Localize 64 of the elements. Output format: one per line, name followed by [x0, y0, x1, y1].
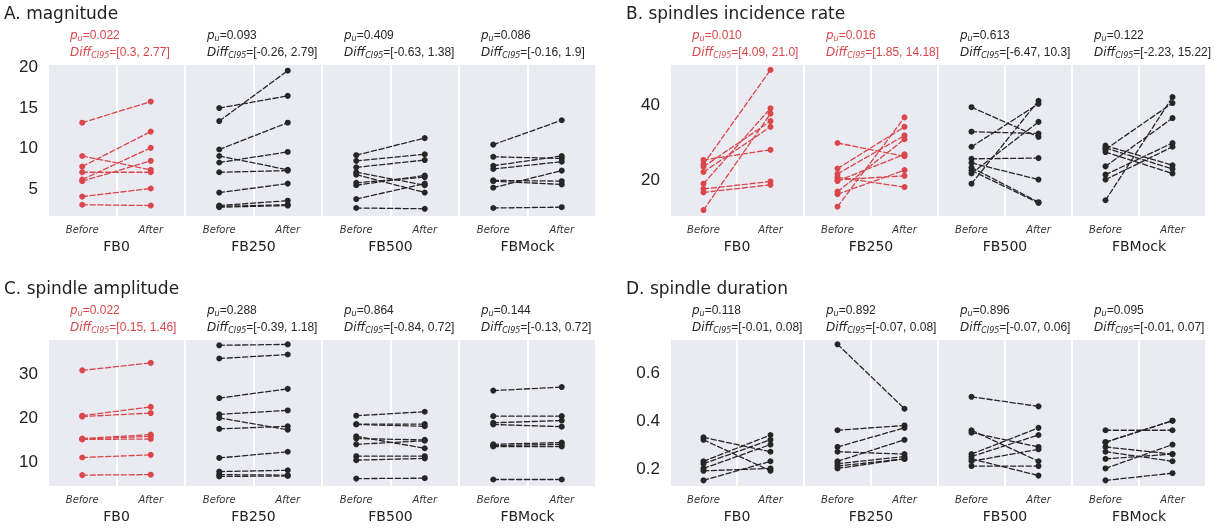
- x-axis-title: FB250: [231, 508, 276, 524]
- x-tick-label: After: [548, 223, 575, 235]
- x-tick-label: After: [137, 223, 164, 235]
- y-tick-label: 5: [28, 178, 38, 198]
- chart-title: D. spindle duration: [626, 278, 788, 298]
- x-tick-label: Before: [476, 493, 510, 505]
- y-tick-label: 10: [19, 138, 38, 158]
- x-axis-title: FB0: [723, 238, 751, 254]
- x-axis-title: FBMock: [500, 508, 556, 524]
- x-axis-title: FB0: [723, 508, 751, 524]
- x-axis-title: FB250: [848, 508, 894, 524]
- x-tick-label: After: [757, 223, 784, 235]
- x-tick-label: After: [891, 493, 918, 505]
- x-tick-label: After: [411, 223, 438, 235]
- x-tick-label: Before: [687, 223, 720, 235]
- x-axis-title: FBMock: [1111, 508, 1167, 524]
- x-tick-label: Before: [476, 223, 510, 235]
- x-tick-label: Before: [202, 493, 236, 505]
- x-tick-label: Before: [65, 223, 99, 235]
- x-axis-title: FBMock: [1111, 238, 1167, 254]
- x-tick-label: After: [548, 493, 575, 505]
- x-axis-title: FB500: [982, 508, 1028, 524]
- x-tick-label: Before: [1089, 493, 1122, 505]
- y-tick-label: 40: [641, 94, 660, 114]
- y-tick-label: 20: [641, 170, 660, 190]
- x-tick-label: After: [1025, 493, 1052, 505]
- x-axis-title: FB250: [231, 238, 276, 254]
- x-tick-label: Before: [821, 223, 854, 235]
- y-tick-label: 30: [19, 363, 38, 383]
- x-tick-label: After: [1159, 493, 1186, 505]
- y-tick-label: 0.4: [636, 411, 660, 431]
- x-tick-label: Before: [955, 493, 988, 505]
- x-tick-label: After: [757, 493, 784, 505]
- x-tick-label: Before: [202, 223, 236, 235]
- x-axis-title: FB500: [982, 238, 1028, 254]
- chart-title: A. magnitude: [4, 3, 119, 23]
- x-tick-label: After: [274, 493, 301, 505]
- x-axis-title: FB500: [368, 238, 413, 254]
- y-tick-label: 0.6: [636, 363, 660, 383]
- x-axis-title: FBMock: [500, 238, 556, 254]
- x-tick-label: After: [411, 493, 438, 505]
- x-tick-label: After: [274, 223, 301, 235]
- y-tick-label: 15: [19, 97, 38, 117]
- x-axis-title: FB0: [103, 508, 130, 524]
- x-tick-label: Before: [955, 223, 988, 235]
- x-axis-title: FB250: [848, 238, 894, 254]
- x-tick-label: Before: [687, 493, 720, 505]
- y-tick-label: 20: [19, 57, 38, 77]
- chart-title: C. spindle amplitude: [4, 278, 180, 298]
- x-tick-label: After: [891, 223, 918, 235]
- x-tick-label: Before: [339, 493, 373, 505]
- y-tick-label: 20: [19, 407, 38, 427]
- x-tick-label: After: [1159, 223, 1186, 235]
- x-axis-title: FB500: [368, 508, 413, 524]
- x-tick-label: Before: [1089, 223, 1122, 235]
- x-tick-label: After: [1025, 223, 1052, 235]
- x-axis-title: FB0: [103, 238, 130, 254]
- x-tick-label: Before: [339, 223, 373, 235]
- x-tick-label: After: [137, 493, 164, 505]
- chart-title: B. spindles incidence rate: [626, 3, 846, 23]
- x-tick-label: Before: [65, 493, 99, 505]
- x-tick-label: Before: [821, 493, 854, 505]
- y-tick-label: 10: [19, 451, 38, 471]
- y-tick-label: 0.2: [636, 458, 660, 478]
